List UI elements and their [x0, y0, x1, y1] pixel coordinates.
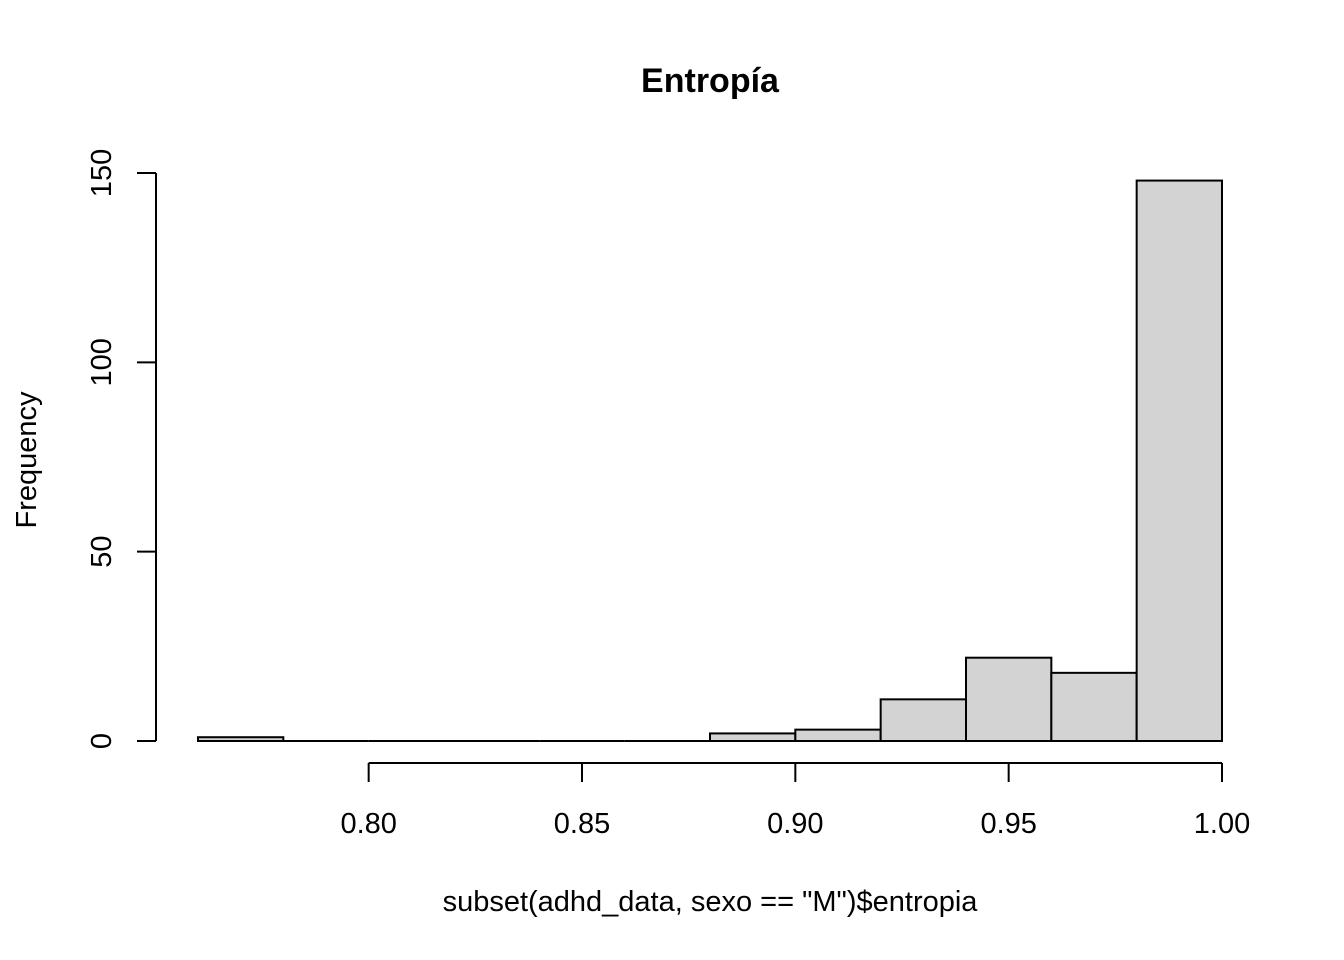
y-tick-label: 50 — [86, 536, 118, 568]
y-axis-label: Frequency — [11, 391, 43, 529]
histogram-bar-7 — [794, 728, 882, 743]
bars-group — [197, 179, 1223, 743]
x-axis-label: subset(adhd_data, sexo == "M")$entropia — [443, 886, 979, 918]
x-tick-label: 0.90 — [767, 808, 823, 840]
histogram-bar-11 — [1135, 179, 1223, 743]
x-tick-label: 0.85 — [554, 808, 610, 840]
y-axis: 0 50 100 150 — [86, 149, 157, 749]
x-tick-label: 1.00 — [1194, 808, 1250, 840]
histogram-bar-0 — [197, 736, 285, 742]
histogram-bar-8 — [879, 698, 968, 743]
x-tick-label: 0.80 — [340, 808, 396, 840]
y-tick-label: 150 — [86, 149, 118, 197]
histogram-bar-10 — [1050, 671, 1138, 743]
x-axis: 0.80 0.85 0.90 0.95 1.00 — [340, 762, 1250, 840]
y-tick-label: 0 — [86, 733, 118, 749]
histogram-bar-9 — [965, 656, 1053, 743]
y-tick-label: 100 — [86, 338, 118, 386]
histogram-bar-6 — [709, 732, 797, 743]
chart-title: Entropía — [641, 62, 780, 100]
x-tick-label: 0.95 — [980, 808, 1036, 840]
